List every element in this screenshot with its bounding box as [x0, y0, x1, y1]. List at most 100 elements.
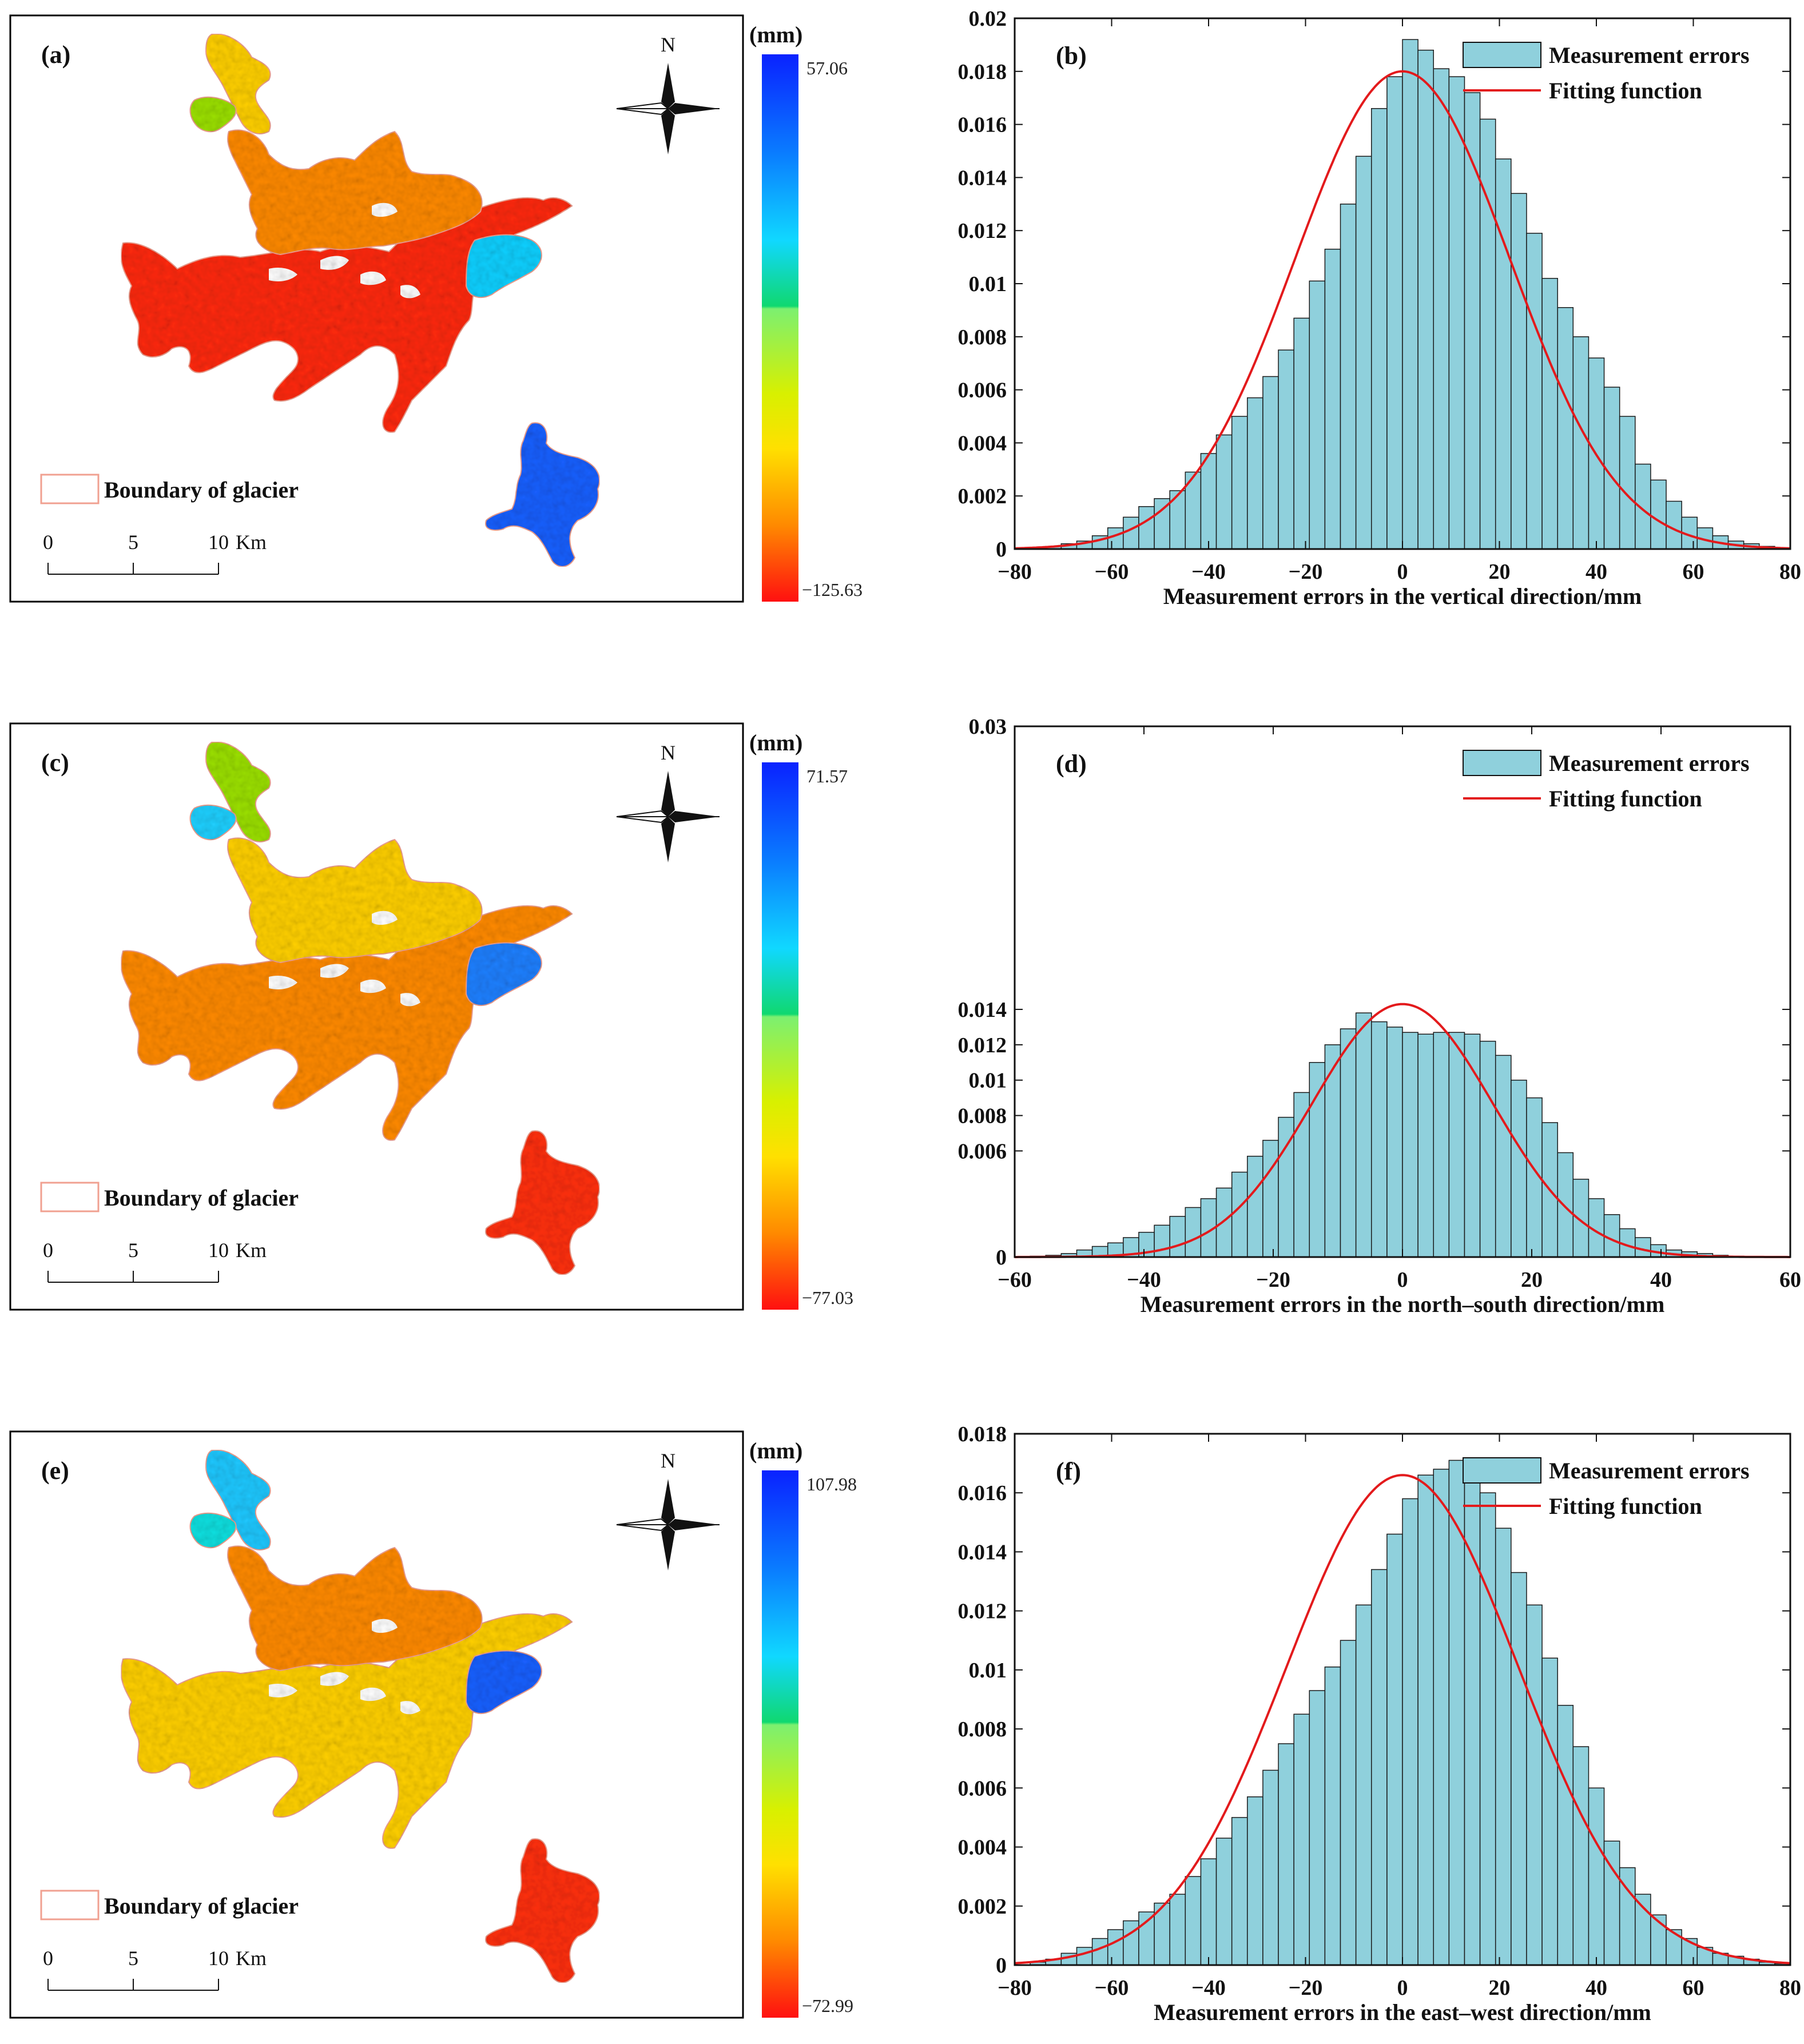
x-tick-label: 20	[1521, 1268, 1543, 1292]
histogram-bar	[1371, 1569, 1388, 1966]
map-panel-e: (e) N Boundary of glacier 0 5 10 Km (mm)107.98 −…	[9, 1430, 857, 2019]
histogram-bar	[1154, 498, 1170, 550]
scale-tick-label: 10	[208, 531, 229, 554]
x-tick-label: 60	[1779, 1268, 1801, 1292]
colorbar-gradient	[762, 1470, 798, 2018]
histogram-bar	[1169, 1894, 1186, 1966]
nunatak-hole	[360, 979, 386, 993]
glacier-polygon	[227, 837, 483, 964]
histogram-bar	[1340, 1640, 1357, 1966]
y-tick-label: 0.03	[969, 715, 1007, 739]
histogram-bar	[1433, 68, 1450, 550]
histogram-bar	[1417, 49, 1434, 550]
boundary-legend-label: Boundary of glacier	[104, 1893, 299, 1919]
compass-rose-icon: N	[616, 1449, 720, 1570]
x-tick-label: −80	[998, 1976, 1032, 2000]
histogram-bar	[1557, 1152, 1574, 1258]
glacier-polygon	[465, 1650, 542, 1714]
histogram-bar	[1247, 1796, 1263, 1966]
nunatak-hole	[400, 1701, 420, 1715]
glacier-velocity-raster	[120, 1449, 601, 1983]
glacier-polygon	[227, 1545, 483, 1672]
glacier-polygon	[120, 1613, 573, 1849]
glacier-polygon	[189, 804, 237, 841]
colorbar: (mm)107.98 −72.99	[749, 1438, 857, 2018]
legend-label-bars: Measurement errors	[1549, 42, 1750, 68]
histogram-bars	[1030, 1460, 1791, 1966]
histogram-bar	[1495, 158, 1512, 550]
nunatak-hole	[269, 976, 297, 989]
histogram-bar	[1324, 1666, 1341, 1966]
colorbar-unit: (mm)	[749, 1438, 802, 1464]
compass-needle-s	[661, 109, 675, 154]
histogram-bar	[1200, 453, 1217, 550]
histogram-bar	[1293, 1713, 1310, 1966]
glacier-polygon	[485, 422, 601, 567]
y-tick-label: 0.006	[958, 1139, 1007, 1163]
boundary-legend-label: Boundary of glacier	[104, 1185, 299, 1211]
boundary-legend-swatch	[40, 474, 100, 504]
x-tick-label: 60	[1683, 1976, 1704, 2000]
x-tick-label: −60	[1095, 1976, 1129, 2000]
histogram-bar	[1433, 1469, 1450, 1966]
panel-label: (d)	[1056, 750, 1087, 778]
nunatak-hole	[320, 964, 349, 978]
y-tick-label: 0.012	[958, 219, 1007, 243]
scale-unit-label: Km	[236, 1239, 267, 1262]
histogram-bar	[1666, 500, 1682, 550]
x-tick-label: −20	[1289, 560, 1323, 584]
compass-rose-icon: N	[616, 33, 720, 154]
histogram-bar	[1448, 1032, 1465, 1258]
legend-label-curve: Fitting function	[1549, 1493, 1702, 1519]
y-tick-label: 0.012	[958, 1600, 1007, 1624]
histogram-bar	[1433, 1032, 1450, 1258]
histogram-bars	[1030, 39, 1791, 550]
compass-needle-s	[661, 1525, 675, 1570]
y-tick-label: 0.008	[958, 325, 1007, 349]
histogram-bar	[1448, 1460, 1465, 1966]
histogram-bar	[1215, 1838, 1233, 1966]
y-tick-label: 0.014	[958, 1540, 1007, 1564]
y-tick-label: 0	[996, 1954, 1007, 1978]
scale-unit-label: Km	[236, 1947, 267, 1970]
scale-tick-label: 10	[208, 1239, 229, 1262]
fitting-curve	[1015, 70, 1790, 550]
legend-swatch-bars	[1463, 750, 1541, 776]
x-tick-label: 40	[1650, 1268, 1672, 1292]
glacier-polygon	[485, 1130, 601, 1275]
histogram-bar	[1371, 108, 1388, 550]
y-tick-label: 0.01	[969, 1069, 1007, 1093]
north-label: N	[661, 741, 675, 764]
y-tick-label: 0.016	[958, 113, 1007, 137]
colorbar-max-label: 107.98	[806, 1474, 857, 1494]
histogram-bar	[1619, 416, 1636, 550]
scale-tick-label: 0	[43, 531, 53, 554]
scale-tick-label: 5	[128, 531, 138, 554]
panel-label: (a)	[41, 41, 70, 69]
map-panel-a: (a) N Boundary of glacier 0 5 10 Km (mm)57.06 −1…	[9, 14, 863, 603]
histogram-bar	[1123, 516, 1139, 550]
glacier-polygon	[120, 197, 573, 433]
histogram-bar	[1635, 1894, 1651, 1966]
histogram-bar	[1355, 1012, 1372, 1258]
histogram-bar	[1588, 1787, 1605, 1966]
legend: Measurement errors Fitting function	[1463, 750, 1750, 812]
histogram-bar	[1386, 1533, 1403, 1966]
histogram-bar	[1231, 1171, 1248, 1258]
histogram-bar	[1511, 1079, 1527, 1258]
histogram-panel-f: −80 −60 −40 −20 0 20 40 60 80 0 0.002 0.004 0.006 0.0…	[958, 1422, 1802, 2025]
colorbar: (mm)71.57 −77.03	[749, 730, 853, 1310]
histogram-bar	[1309, 280, 1326, 550]
histogram-bar	[1231, 1817, 1248, 1966]
scale-tick-label: 0	[43, 1239, 53, 1262]
y-tick-label: 0.004	[958, 1836, 1007, 1860]
x-tick-label: 80	[1779, 560, 1801, 584]
map-panel-c: (c) N Boundary of glacier 0 5 10 Km (mm)71.57 −7…	[9, 722, 853, 1311]
x-tick-label: 0	[1397, 560, 1408, 584]
x-tick-label: −20	[1289, 1976, 1323, 2000]
legend-swatch-bars	[1463, 1457, 1541, 1484]
histogram-bar	[1278, 1743, 1294, 1966]
histogram-bar	[1262, 376, 1279, 550]
histogram-bar	[1355, 156, 1372, 550]
